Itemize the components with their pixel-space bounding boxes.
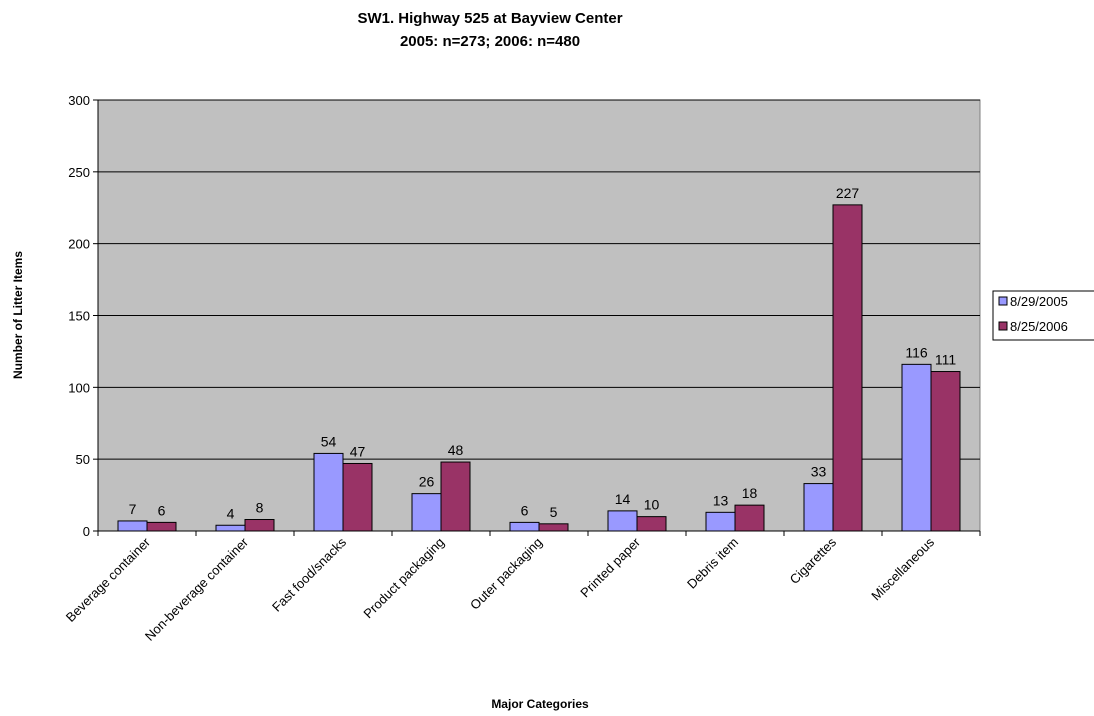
data-label: 33 <box>811 464 827 480</box>
bar-2005 <box>313 452 344 532</box>
data-label: 6 <box>158 502 166 518</box>
bar-2006 <box>930 371 961 532</box>
data-label: 54 <box>321 433 337 449</box>
legend-label-2006: 8/25/2006 <box>1010 319 1068 334</box>
category-label: Product packaging <box>360 535 447 622</box>
y-tick-label: 200 <box>68 237 90 252</box>
bar-2005 <box>803 483 834 532</box>
bar-2005 <box>705 511 736 532</box>
legend-swatch-2005 <box>998 296 1008 306</box>
data-label: 4 <box>227 505 235 521</box>
y-axis-title: Number of Litter Items <box>11 251 25 379</box>
y-tick-label: 250 <box>68 165 90 180</box>
bar-2006 <box>342 462 373 532</box>
category-label: Miscellaneous <box>868 534 937 603</box>
data-label: 5 <box>550 504 558 520</box>
data-label: 8 <box>256 500 264 516</box>
category-label: Beverage container <box>63 534 154 625</box>
x-axis-title: Major Categories <box>491 697 589 711</box>
bar-2005 <box>215 524 246 532</box>
category-label: Outer packaging <box>467 535 545 613</box>
legend-label-2005: 8/29/2005 <box>1010 294 1068 309</box>
category-label: Fast food/snacks <box>269 534 349 614</box>
bars <box>117 204 961 532</box>
data-label: 227 <box>836 185 860 201</box>
bar-2005 <box>509 521 540 532</box>
category-label: Printed paper <box>577 534 643 600</box>
legend-box <box>992 290 1094 341</box>
chart-subtitle: 2005: n=273; 2006: n=480 <box>400 33 580 50</box>
category-label: Cigarettes <box>787 534 840 587</box>
bar-2005 <box>117 520 148 532</box>
bar-2005 <box>411 493 442 532</box>
data-label: 47 <box>350 443 366 459</box>
bar-2006 <box>440 461 471 532</box>
bar-2006 <box>538 523 569 532</box>
bar-2005 <box>607 510 638 532</box>
legend: 8/29/2005 8/25/2006 <box>992 290 1094 341</box>
y-tick-label: 150 <box>68 309 90 324</box>
y-tick-label: 300 <box>68 93 90 108</box>
y-tick-label: 0 <box>83 524 90 539</box>
data-label: 48 <box>448 442 464 458</box>
data-label: 111 <box>935 352 956 368</box>
bar-2006 <box>832 204 863 532</box>
data-label: 26 <box>419 474 435 490</box>
bar-2006 <box>244 519 275 532</box>
data-label: 116 <box>905 344 928 360</box>
data-label: 10 <box>644 497 660 513</box>
data-label: 7 <box>129 501 137 517</box>
data-label: 13 <box>713 492 729 508</box>
data-label: 18 <box>742 485 758 501</box>
bar-2006 <box>636 516 667 532</box>
bar-2006 <box>734 504 765 532</box>
bar-2005 <box>901 363 932 532</box>
chart-title: SW1. Highway 525 at Bayview Center <box>357 10 622 27</box>
y-axis-ticks: 0 50 100 150 200 250 300 <box>68 93 98 539</box>
data-label: 14 <box>615 491 631 507</box>
y-tick-label: 100 <box>68 380 90 395</box>
category-label: Non-beverage container <box>142 534 252 644</box>
legend-swatch-2006 <box>998 321 1008 331</box>
y-tick-label: 50 <box>76 452 90 467</box>
x-axis-ticks <box>97 531 981 536</box>
data-label: 6 <box>521 502 529 518</box>
category-label: Debris item <box>684 535 741 592</box>
bar-2006 <box>146 521 177 532</box>
